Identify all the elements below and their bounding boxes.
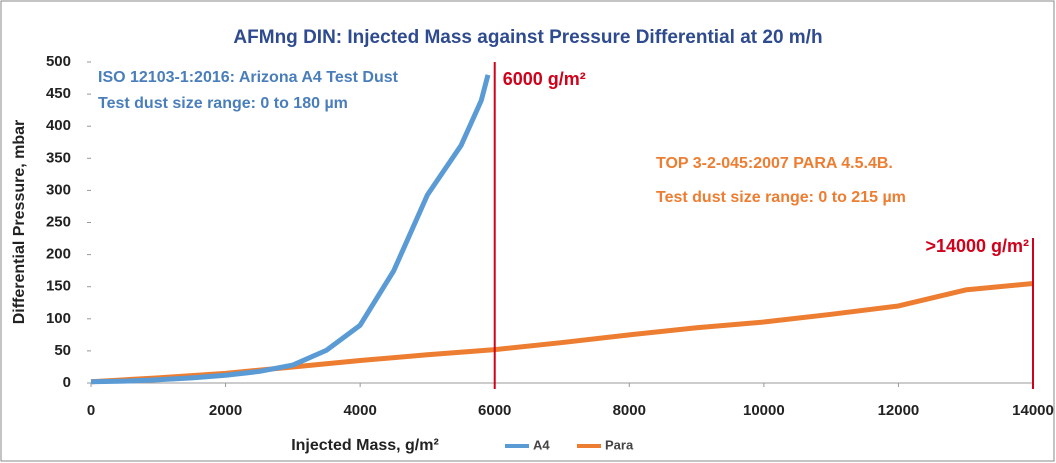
- reference-label: 6000 g/m²: [503, 69, 586, 89]
- x-tick-label: 6000: [478, 402, 511, 419]
- y-tick-label: 100: [46, 310, 71, 327]
- annotation: Test dust size range: 0 to 180 µm: [98, 95, 348, 112]
- reference-label: >14000 g/m²: [925, 236, 1029, 256]
- x-tick-label: 4000: [343, 402, 376, 419]
- y-tick-label: 250: [46, 213, 71, 230]
- y-tick-label: 150: [46, 278, 71, 295]
- x-tick-label: 8000: [613, 402, 646, 419]
- x-axis-label: Injected Mass, g/m²: [291, 437, 439, 454]
- series-line: [90, 74, 491, 385]
- legend-label: A4: [533, 437, 550, 452]
- y-tick-label: 500: [46, 53, 71, 70]
- chart-title: AFMng DIN: Injected Mass against Pressur…: [233, 27, 822, 48]
- y-tick-label: 400: [46, 117, 71, 134]
- y-tick-label: 0: [63, 374, 71, 391]
- y-tick-label: 50: [54, 342, 71, 359]
- annotation: ISO 12103-1:2016: Arizona A4 Test Dust: [98, 69, 399, 86]
- y-axis-label: Differential Pressure, mbar: [11, 120, 28, 325]
- x-tick-label: 10000: [743, 402, 785, 419]
- annotation: TOP 3-2-045:2007 PARA 4.5.4B.: [656, 155, 893, 172]
- legend-label: Para: [605, 437, 634, 452]
- y-tick-label: 350: [46, 149, 71, 166]
- y-tick-label: 450: [46, 85, 71, 102]
- annotation: Test dust size range: 0 to 215 µm: [656, 189, 906, 206]
- y-tick-label: 300: [46, 181, 71, 198]
- y-tick-label: 200: [46, 246, 71, 263]
- x-tick-label: 14000: [1012, 402, 1054, 419]
- x-tick-label: 0: [87, 402, 95, 419]
- x-tick-label: 2000: [209, 402, 242, 419]
- x-tick-label: 12000: [878, 402, 920, 419]
